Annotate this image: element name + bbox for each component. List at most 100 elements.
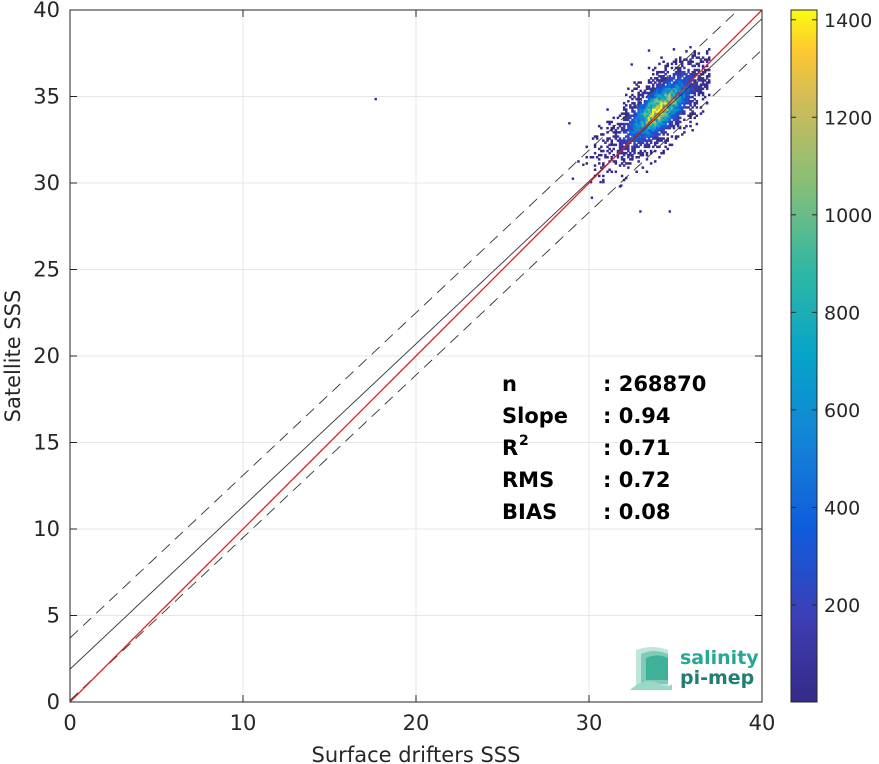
density-cell: [620, 151, 624, 155]
density-cell: [658, 145, 661, 149]
colorbar-tick-label: 1000: [824, 205, 872, 227]
density-cell: [631, 89, 634, 93]
density-cell: [670, 116, 674, 120]
density-cell: [689, 114, 692, 117]
density-cell: [647, 79, 651, 82]
density-cell: [672, 118, 676, 122]
density-cell: [666, 108, 669, 111]
density-cell: [647, 139, 651, 142]
regression-minus-rms-line: [70, 49, 762, 701]
colorbar: [790, 9, 818, 703]
density-cell: [687, 85, 690, 88]
density-cell: [620, 158, 624, 161]
density-cell: [679, 95, 682, 99]
density-cell: [616, 153, 620, 157]
density-cell: [631, 93, 634, 97]
density-cell: [670, 62, 674, 66]
density-cell: [645, 151, 649, 155]
density-cell: [654, 89, 657, 93]
density-cell: [608, 147, 611, 151]
density-cell: [654, 112, 657, 115]
density-cell: [705, 85, 709, 88]
density-cell: [652, 114, 655, 117]
density-cell: [681, 106, 684, 109]
density-cell: [639, 93, 642, 97]
density-cell: [643, 89, 647, 93]
density-cell: [674, 62, 678, 66]
stat-value: : 268870: [603, 372, 706, 396]
density-cell: [670, 91, 674, 95]
density-cell: [649, 91, 653, 95]
density-cell: [618, 122, 622, 126]
density-cell: [647, 91, 651, 95]
colorbar-ticks: 200 400 600 800 1000 1200 1400: [791, 10, 872, 617]
density-cell: [691, 91, 694, 95]
density-cell: [652, 100, 655, 103]
density-cell: [679, 73, 682, 76]
density-cell: [679, 104, 682, 107]
density-cell: [668, 110, 672, 113]
density-cell: [668, 106, 672, 109]
density-cell: [658, 133, 661, 136]
density-cell: [606, 139, 609, 142]
density-cell: [683, 83, 686, 86]
density-cell: [647, 137, 651, 140]
density-cell: [672, 110, 676, 113]
density-cell: [693, 104, 696, 107]
density-cell: [703, 68, 707, 72]
density-cell: [641, 131, 645, 134]
density-cell: [662, 120, 665, 124]
density-cell: [656, 116, 659, 120]
stat-value: : 0.72: [603, 468, 671, 492]
density-cell: [645, 87, 649, 90]
density-cell: [625, 104, 628, 107]
density-cell: [639, 116, 642, 120]
density-cell: [647, 66, 651, 70]
density-cell: [662, 129, 665, 132]
density-cell: [674, 89, 678, 93]
density-cell: [658, 100, 661, 103]
density-cell: [691, 85, 694, 88]
density-cell: [645, 95, 649, 99]
density-cell: [652, 110, 655, 113]
regression-plus-rms-line: [70, 10, 739, 639]
density-cell: [666, 95, 669, 99]
density-cell: [674, 110, 678, 113]
density-cell: [660, 97, 663, 101]
density-cell: [652, 93, 655, 97]
density-cell: [627, 139, 630, 142]
density-cell: [670, 135, 674, 138]
density-cell: [668, 122, 672, 126]
density-cell: [672, 73, 676, 76]
density-cell: [647, 116, 651, 120]
density-cell: [652, 126, 655, 130]
density-cell: [639, 129, 642, 132]
colorbar-tick-label: 200: [824, 595, 860, 617]
density-cell: [656, 87, 659, 90]
density-cell: [654, 106, 657, 109]
density-cell: [660, 118, 663, 122]
density-cell: [658, 91, 661, 95]
density-cell: [668, 77, 672, 80]
density-cell: [664, 120, 667, 124]
density-cell: [703, 79, 707, 82]
density-cell: [656, 106, 659, 109]
density-cell: [635, 83, 638, 86]
density-cell: [647, 120, 651, 124]
density-cell: [656, 131, 659, 134]
density-cell: [672, 124, 676, 128]
density-cell: [622, 106, 626, 109]
density-cell: [658, 62, 661, 66]
density-cell: [674, 112, 678, 115]
density-cell: [645, 104, 649, 107]
density-cell: [674, 93, 678, 97]
density-cell: [622, 108, 626, 111]
density-cell: [685, 100, 688, 103]
density-cell: [645, 129, 649, 132]
density-cell: [643, 91, 647, 95]
density-cell: [645, 122, 649, 126]
density-cell: [664, 124, 667, 128]
density-cell: [670, 112, 674, 115]
density-cell: [627, 124, 630, 128]
density-cell: [614, 131, 618, 134]
